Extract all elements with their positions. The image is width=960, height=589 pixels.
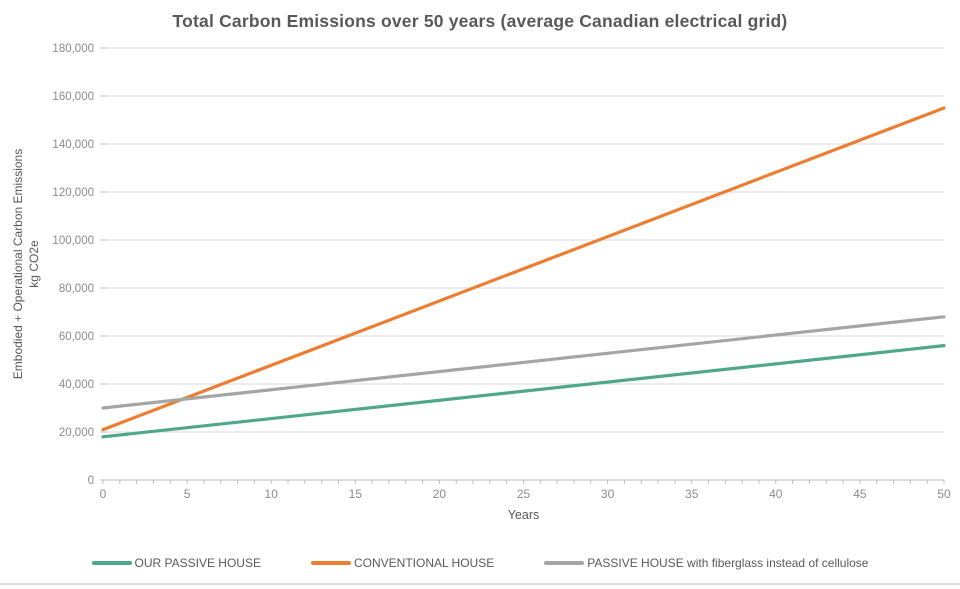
x-tick-label: 35 [685, 487, 699, 501]
legend-item-conventional-house: CONVENTIONAL HOUSE [310, 556, 495, 570]
x-tick-label: 20 [433, 487, 447, 501]
legend-line-swatch-orange [310, 561, 351, 565]
legend-line-swatch-gray [544, 561, 585, 565]
y-tick-label: 80,000 [59, 283, 94, 295]
y-tick-label: 40,000 [59, 379, 94, 391]
x-tick-label: 40 [769, 487, 783, 501]
legend-label: CONVENTIONAL HOUSE [353, 556, 495, 570]
x-tick-label: 50 [937, 487, 951, 501]
series-line-our-passive-house [101, 344, 946, 439]
legend-line-swatch-teal [91, 561, 132, 565]
y-tick-label: 20,000 [59, 427, 94, 439]
legend-item-passive-house-fiberglass: PASSIVE HOUSE with fiberglass instead of… [544, 556, 868, 570]
x-tick-label: 25 [517, 487, 531, 501]
x-tick-label: 5 [184, 487, 191, 501]
y-axis-title-line1: Embodied + Operational Carbon Emissions [11, 149, 25, 379]
chart-title: Total Carbon Emissions over 50 years (av… [172, 11, 788, 31]
legend: OUR PASSIVE HOUSE CONVENTIONAL HOUSE PAS… [0, 556, 960, 570]
series-line-passive-house-with-fiberglass-instead-of-cellulose [101, 315, 946, 410]
series-line-conventional-house [101, 106, 946, 432]
y-tick-label: 120,000 [52, 187, 94, 199]
y-axis-title-line2: kg CO2e [27, 240, 41, 288]
x-axis-title: Years [508, 508, 540, 522]
bottom-divider [0, 583, 960, 585]
y-tick-label: 160,000 [52, 91, 94, 103]
x-tick-label: 15 [349, 487, 363, 501]
y-tick-label: 60,000 [59, 331, 94, 343]
legend-label: OUR PASSIVE HOUSE [134, 556, 261, 570]
legend-label: PASSIVE HOUSE with fiberglass instead of… [587, 556, 869, 570]
legend-item-our-passive-house: OUR PASSIVE HOUSE [91, 556, 261, 570]
line-chart-plot-area: 0 20,000 40,000 60,000 80,000 100,000 120,000 1… [11, 43, 951, 522]
x-tick-label: 30 [601, 487, 615, 501]
y-tick-label: 140,000 [52, 139, 94, 151]
x-tick-label: 45 [853, 487, 867, 501]
y-tick-label: 0 [88, 475, 94, 487]
x-tick-label: 0 [100, 487, 107, 501]
y-tick-label: 100,000 [52, 235, 94, 247]
x-tick-label: 10 [265, 487, 279, 501]
y-tick-label: 180,000 [52, 43, 94, 55]
